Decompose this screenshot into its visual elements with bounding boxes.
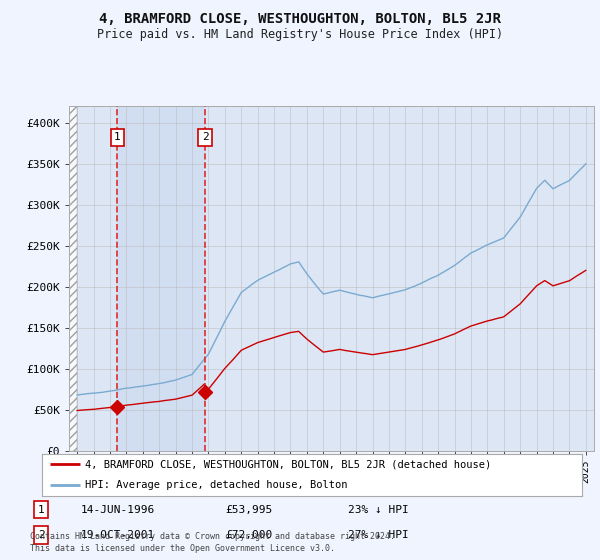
Text: 2: 2 (202, 132, 209, 142)
Text: 1: 1 (114, 132, 121, 142)
Text: This data is licensed under the Open Government Licence v3.0.: This data is licensed under the Open Gov… (30, 544, 335, 553)
Text: Contains HM Land Registry data © Crown copyright and database right 2024.: Contains HM Land Registry data © Crown c… (30, 532, 395, 541)
Text: £72,000: £72,000 (226, 530, 272, 540)
Text: HPI: Average price, detached house, Bolton: HPI: Average price, detached house, Bolt… (85, 480, 348, 490)
Bar (69, 106, 77, 451)
Text: 23% ↓ HPI: 23% ↓ HPI (348, 505, 409, 515)
Text: 4, BRAMFORD CLOSE, WESTHOUGHTON, BOLTON, BL5 2JR (detached house): 4, BRAMFORD CLOSE, WESTHOUGHTON, BOLTON,… (85, 459, 491, 469)
Text: 2: 2 (38, 530, 44, 540)
Text: 14-JUN-1996: 14-JUN-1996 (80, 505, 154, 515)
Text: 4, BRAMFORD CLOSE, WESTHOUGHTON, BOLTON, BL5 2JR: 4, BRAMFORD CLOSE, WESTHOUGHTON, BOLTON,… (99, 12, 501, 26)
Bar (118, 106, 205, 451)
Text: 1: 1 (38, 505, 44, 515)
Text: 27% ↓ HPI: 27% ↓ HPI (348, 530, 409, 540)
Text: £53,995: £53,995 (226, 505, 272, 515)
Text: 19-OCT-2001: 19-OCT-2001 (80, 530, 154, 540)
Text: Price paid vs. HM Land Registry's House Price Index (HPI): Price paid vs. HM Land Registry's House … (97, 28, 503, 41)
